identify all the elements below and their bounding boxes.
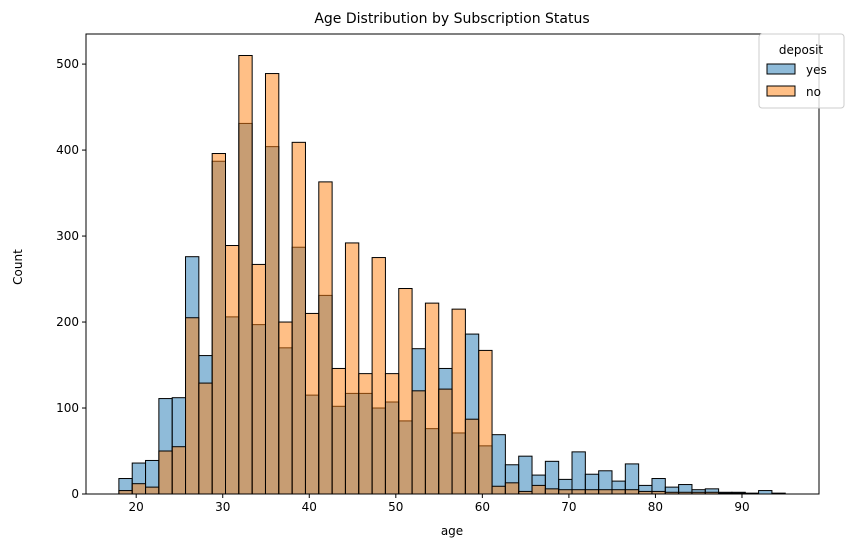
x-tick-label-70: 70 — [561, 500, 576, 514]
legend-swatch-no — [766, 85, 796, 97]
y-tick-label-500: 500 — [56, 57, 79, 71]
bar-yes-34 — [571, 451, 586, 495]
bar-yes-48 — [758, 490, 773, 495]
x-tick-label-90: 90 — [734, 500, 749, 514]
bar-no-8 — [225, 245, 240, 495]
chart-title: Age Distribution by Subscription Status — [314, 11, 589, 27]
axes-layer: 20 30 40 50 60 70 80 90 0 100 200 300 400 500 — [56, 33, 820, 514]
bar-no-29 — [504, 482, 520, 495]
bar-no-14 — [304, 312, 320, 495]
bar-no-23 — [424, 302, 440, 495]
bar-no-1 — [131, 483, 147, 495]
bar-no-10 — [251, 263, 266, 495]
bar-no-5 — [185, 317, 200, 495]
bar-no-15 — [318, 181, 333, 495]
y-tick-label-100: 100 — [56, 401, 79, 415]
legend-title: deposit — [779, 43, 824, 57]
bars-layer — [118, 54, 786, 495]
bar-no-11 — [264, 73, 280, 495]
bar-no-32 — [544, 488, 560, 495]
bar-no-22 — [411, 390, 426, 495]
y-tick-label-0: 0 — [71, 487, 79, 501]
y-axis-label: Count — [11, 249, 25, 285]
bar-no-12 — [278, 321, 293, 495]
y-tick-label-200: 200 — [56, 315, 79, 329]
bar-no-18 — [358, 373, 373, 495]
legend: deposit yes no — [758, 33, 845, 109]
bar-no-27 — [478, 349, 493, 495]
bar-no-16 — [331, 367, 346, 495]
x-tick-label-80: 80 — [648, 500, 663, 514]
bar-no-13 — [291, 141, 306, 495]
legend-label-no: no — [806, 85, 821, 99]
bar-no-2 — [145, 486, 160, 495]
bar-no-35 — [584, 489, 600, 495]
y-tick-label-300: 300 — [56, 229, 79, 243]
bar-no-9 — [238, 54, 253, 495]
bar-no-36 — [598, 489, 613, 495]
bar-no-6 — [198, 382, 213, 495]
legend-swatch-yes — [766, 63, 796, 75]
bar-no-37 — [611, 489, 626, 495]
bar-no-38 — [624, 489, 640, 495]
bar-no-7 — [211, 153, 227, 495]
bar-no-20 — [384, 373, 400, 495]
x-tick-label-50: 50 — [388, 500, 403, 514]
bar-no-17 — [344, 242, 360, 495]
bar-no-3 — [158, 450, 173, 495]
plot-frame — [85, 33, 820, 495]
bar-no-33 — [558, 489, 573, 495]
x-tick-label-20: 20 — [129, 500, 144, 514]
bar-no-34 — [571, 489, 586, 495]
bar-no-4 — [171, 446, 187, 495]
legend-label-yes: yes — [806, 63, 827, 77]
bar-no-19 — [371, 257, 386, 495]
bar-no-24 — [438, 388, 453, 495]
x-tick-label-40: 40 — [302, 500, 317, 514]
bar-no-21 — [398, 288, 413, 495]
bar-no-28 — [491, 485, 506, 495]
bar-no-25 — [451, 308, 466, 495]
bar-no-31 — [531, 484, 546, 495]
x-tick-label-60: 60 — [475, 500, 490, 514]
bar-yes-30 — [518, 455, 533, 495]
x-axis-label: age — [441, 524, 463, 538]
bar-yes-28 — [491, 434, 506, 495]
bar-no-26 — [464, 418, 480, 495]
x-tick-label-30: 30 — [215, 500, 230, 514]
y-tick-label-400: 400 — [56, 143, 79, 157]
bar-no-0 — [118, 490, 133, 495]
